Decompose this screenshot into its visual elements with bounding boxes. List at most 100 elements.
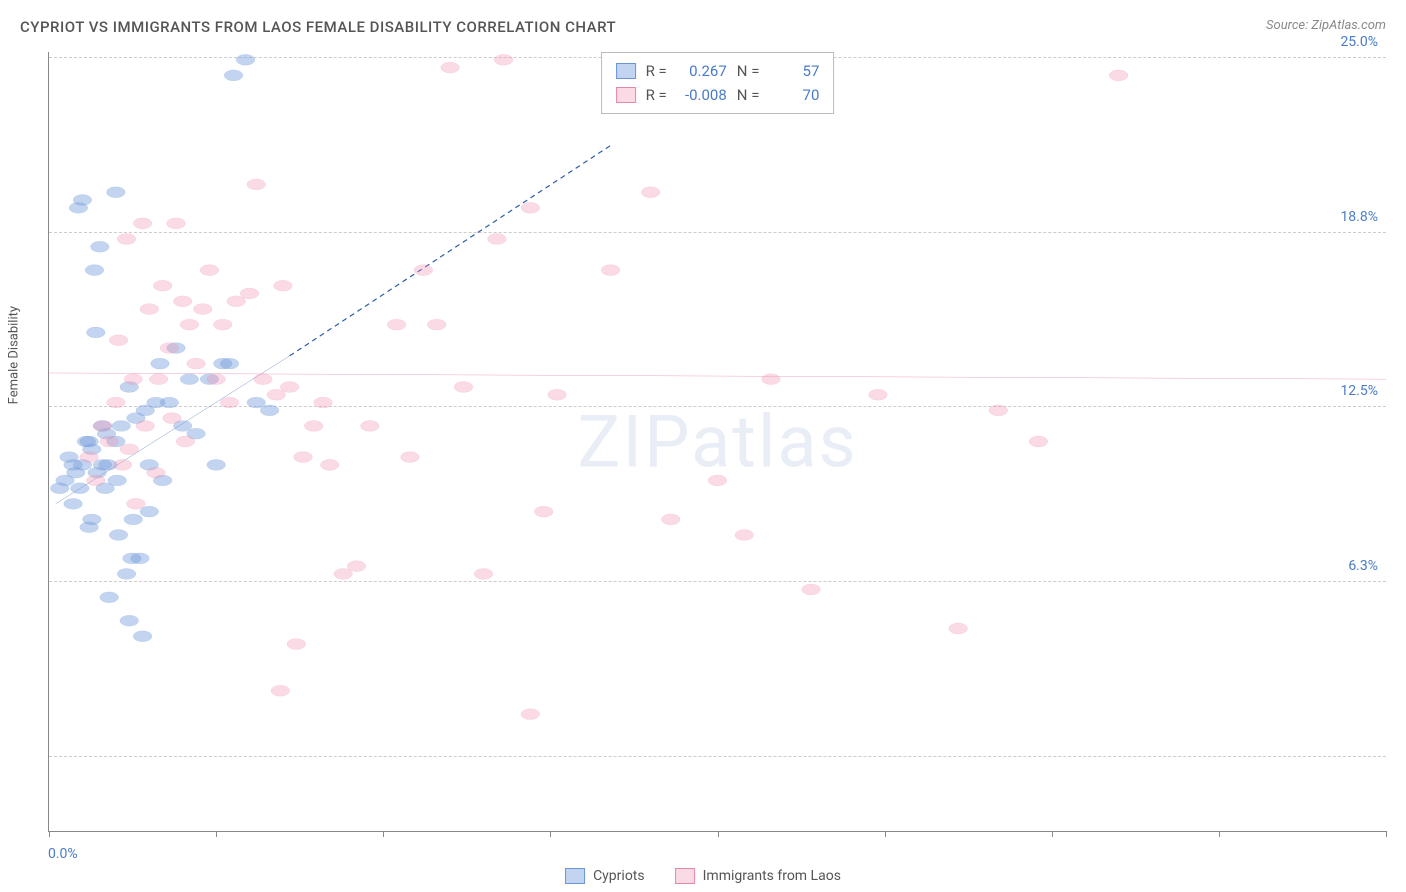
scatter-point: [163, 413, 182, 424]
scatter-point: [64, 498, 83, 509]
chart-title: CYPRIOT VS IMMIGRANTS FROM LAOS FEMALE D…: [20, 18, 616, 36]
legend-bottom: Cypriots Immigrants from Laos: [565, 868, 841, 884]
stat-n-label: N =: [737, 83, 760, 107]
scatter-point: [601, 265, 620, 276]
y-axis-label: Female Disability: [7, 306, 22, 404]
scatter-point: [280, 382, 299, 393]
scatter-point: [294, 452, 313, 463]
ytick-label: 25.0%: [1340, 34, 1378, 50]
scatter-point: [117, 234, 136, 245]
swatch-cypriots-icon: [565, 868, 585, 884]
scatter-point: [454, 382, 473, 393]
xtick: [1386, 831, 1387, 837]
scatter-point: [86, 327, 105, 338]
scatter-point: [106, 187, 125, 198]
xtick: [718, 831, 719, 837]
scatter-point: [949, 623, 968, 634]
scatter-point: [274, 280, 293, 291]
scatter-point: [1029, 436, 1048, 447]
scatter-point: [708, 475, 727, 486]
scatter-point: [320, 459, 339, 470]
scatter-point: [247, 397, 266, 408]
scatter-point: [247, 179, 266, 190]
stats-row-laos: R = -0.008 N = 70: [616, 83, 820, 107]
scatter-point: [267, 389, 286, 400]
scatter-point: [869, 389, 888, 400]
legend-laos-label: Immigrants from Laos: [703, 868, 841, 884]
scatter-point: [735, 530, 754, 541]
scatter-point: [147, 467, 166, 478]
scatter-point: [361, 420, 380, 431]
scatter-point: [494, 54, 513, 65]
stat-n-cypriots: 57: [769, 59, 819, 83]
scatter-point: [213, 319, 232, 330]
scatter-point: [271, 685, 290, 696]
xtick: [885, 831, 886, 837]
scatter-point: [86, 475, 105, 486]
scatter-point: [207, 459, 226, 470]
stat-r-laos: -0.008: [677, 83, 727, 107]
scatter-point: [1109, 70, 1128, 81]
scatter-point: [260, 405, 279, 416]
scatter-point: [220, 397, 239, 408]
stat-r-cypriots: 0.267: [677, 59, 727, 83]
scatter-point: [108, 475, 127, 486]
scatter-point: [82, 514, 101, 525]
scatter-point: [112, 420, 131, 431]
scatter-point: [207, 374, 226, 385]
scatter-point: [100, 436, 119, 447]
scatter-point: [224, 70, 243, 81]
scatter-point: [173, 296, 192, 307]
scatter-point: [133, 631, 152, 642]
scatter-point: [254, 374, 273, 385]
scatter-point: [151, 358, 170, 369]
scatter-point: [140, 304, 159, 315]
scatter-point: [64, 459, 83, 470]
scatter-point: [641, 187, 660, 198]
scatter-point: [193, 304, 212, 315]
scatter-point: [287, 639, 306, 650]
plot-area: ZIPatlas R = 0.267 N = 57 R = -0.008 N =…: [48, 52, 1386, 832]
scatter-point: [474, 568, 493, 579]
scatter-point: [200, 265, 219, 276]
xtick: [1219, 831, 1220, 837]
scatter-point: [304, 420, 323, 431]
scatter-point: [124, 514, 143, 525]
ytick-label: 6.3%: [1348, 558, 1378, 574]
scatter-point: [414, 265, 433, 276]
scatter-point: [534, 506, 553, 517]
scatter-point: [334, 568, 353, 579]
scatter-point: [548, 389, 567, 400]
scatter-point: [109, 530, 128, 541]
scatter-point: [70, 483, 89, 494]
scatter-point: [73, 195, 92, 206]
scatter-point: [136, 420, 155, 431]
xtick: [49, 831, 50, 837]
scatter-point: [187, 358, 206, 369]
scatter-point: [140, 506, 159, 517]
scatter-point: [762, 374, 781, 385]
swatch-cypriots: [616, 63, 636, 79]
stat-n-label: N =: [737, 59, 760, 83]
scatter-point: [180, 374, 199, 385]
scatter-point: [488, 234, 507, 245]
scatter-point: [441, 62, 460, 73]
stat-r-label: R =: [646, 59, 667, 83]
scatter-point: [106, 397, 125, 408]
scatter-point: [240, 288, 259, 299]
scatter-point: [167, 218, 186, 229]
scatter-point: [109, 335, 128, 346]
stats-box: R = 0.267 N = 57 R = -0.008 N = 70: [601, 52, 835, 114]
scatter-point: [220, 358, 239, 369]
scatter-point: [802, 584, 821, 595]
scatter-point: [100, 592, 119, 603]
source-attribution: Source: ZipAtlas.com: [1266, 18, 1386, 33]
scatter-point: [661, 514, 680, 525]
scatter-point: [90, 241, 109, 252]
ytick-label: 18.8%: [1340, 209, 1378, 225]
scatter-point: [387, 319, 406, 330]
scatter-point: [236, 54, 255, 65]
scatter-point: [149, 374, 168, 385]
scatter-point: [989, 405, 1008, 416]
scatter-point: [427, 319, 446, 330]
